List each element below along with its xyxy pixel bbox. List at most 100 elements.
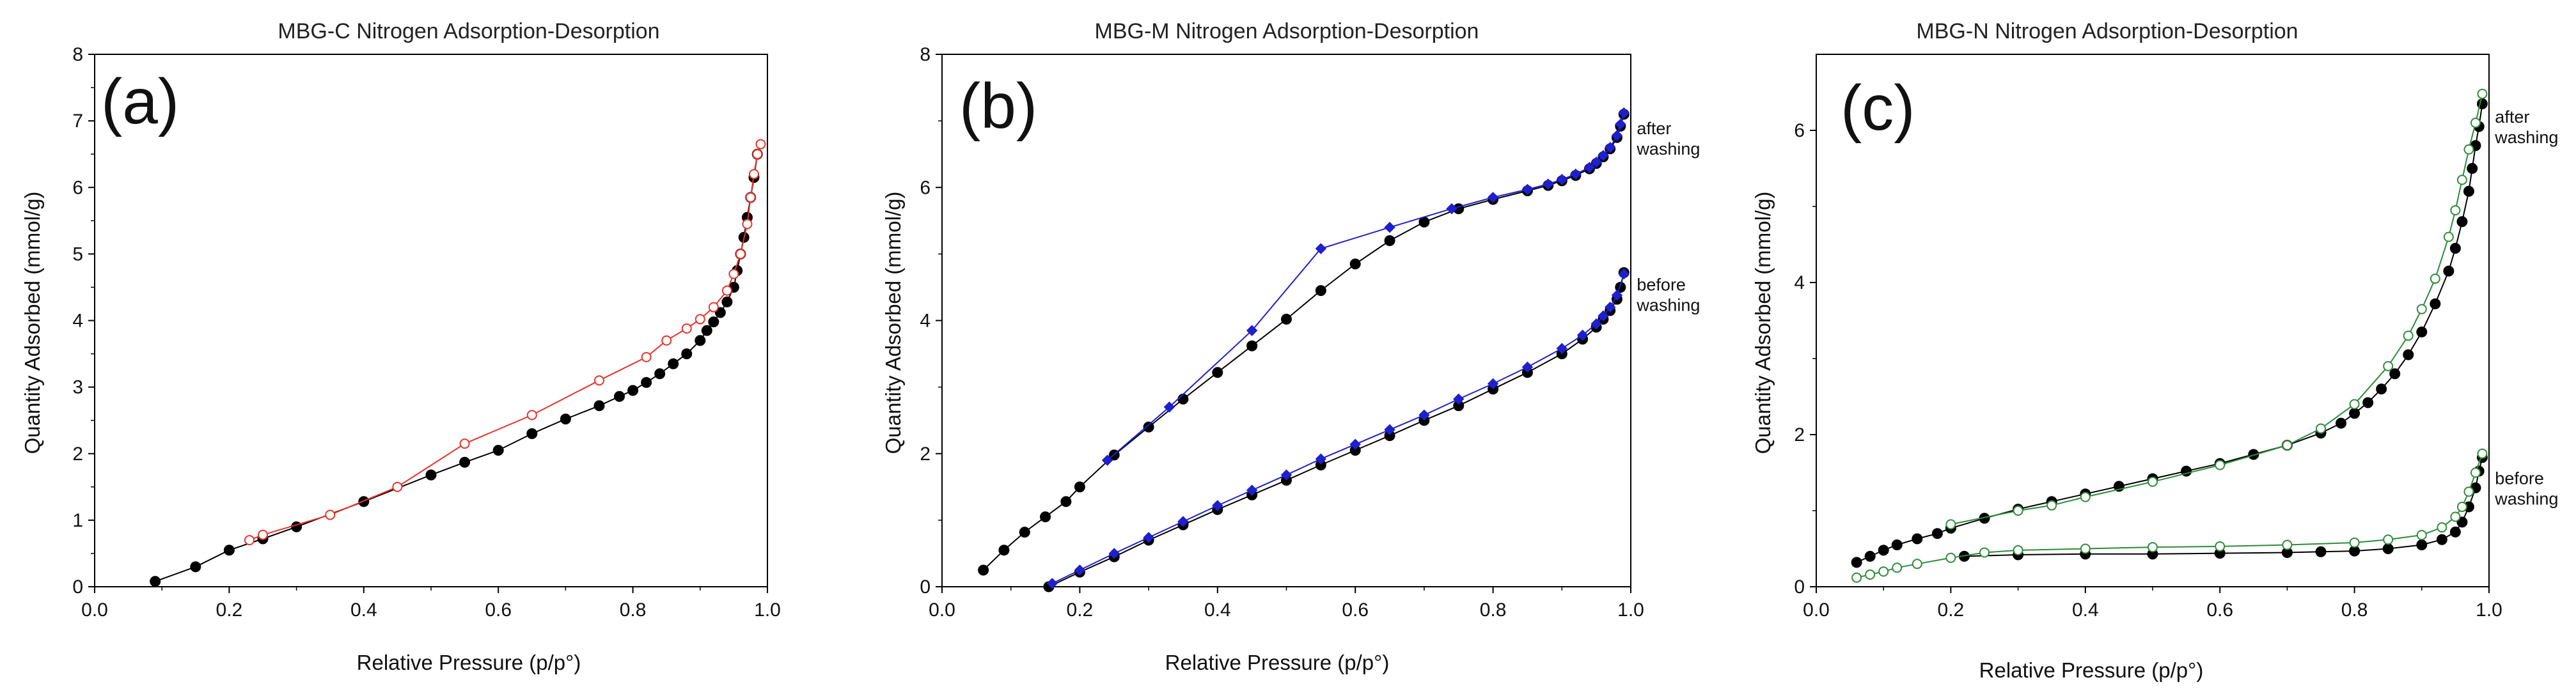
panel-b-series-3-point — [1543, 178, 1554, 190]
panel-c-series-3-point — [2013, 506, 2023, 516]
panel-b-data — [978, 107, 1630, 592]
panel-b-series-1-point — [1521, 361, 1534, 373]
panel-c-ytick-label: 6 — [1794, 120, 1805, 141]
panel-b-series-3-point — [1246, 325, 1258, 336]
panel-c-series-0-point — [2416, 539, 2428, 551]
panel-b-xlabel: Relative Pressure (p/p°) — [1165, 651, 1390, 674]
panel-c-series-2-point — [1931, 528, 1943, 539]
panel-b-series-2-point — [1349, 258, 1361, 270]
panel-c-series-1-point — [1979, 547, 1990, 558]
panel-b-series-1-point — [1487, 378, 1499, 390]
panel-b-series-1-point — [1046, 578, 1058, 589]
panel-a-ytick-label: 8 — [72, 44, 83, 65]
panel-c-series-3-point — [2046, 500, 2057, 511]
panel-b-series-3-point — [1583, 162, 1596, 173]
panel-b: MBG-M Nitrogen Adsorption-Desorption (b)… — [881, 19, 1700, 674]
panel-a-series-1-point — [325, 509, 336, 520]
panel-c-xtick-label: 0.6 — [2206, 600, 2233, 621]
panel-a-series-1-point — [641, 352, 652, 362]
panel-b-series-1-point — [1576, 329, 1589, 341]
panel-a-series-0-point — [654, 368, 666, 380]
panel-c-title: MBG-N Nitrogen Adsorption-Desorption — [1916, 19, 2298, 43]
panel-c-series-3-point — [2148, 476, 2158, 487]
panel-c-series-3-point — [2443, 231, 2454, 242]
panel-b-ytick-label: 0 — [920, 577, 931, 598]
panel-b-series-2-point — [978, 564, 989, 576]
panel-a-series-1-point — [661, 335, 672, 346]
panel-c-xtick-label: 1.0 — [2476, 600, 2502, 621]
panel-c-series-0-point — [2315, 546, 2327, 557]
panel-a-xtick-label: 1.0 — [754, 600, 781, 621]
panel-c-series-1-point — [1945, 552, 1956, 563]
panel-a-series-0-point — [695, 335, 706, 346]
panel-a-series-1-point — [708, 302, 719, 313]
panel-b-series-3-point — [1590, 156, 1602, 168]
panel-a-data — [150, 139, 766, 587]
panel-b-series-2-point — [1281, 313, 1292, 325]
panel-b-series-3-point — [1611, 130, 1623, 141]
panel-c-series-1-point — [2383, 534, 2394, 545]
panel-b-series-2-point — [1177, 393, 1189, 405]
panel-c-series-1-point — [2215, 541, 2226, 552]
panel-b-series-2-point — [1384, 235, 1395, 247]
panel-a-series-1-point — [721, 285, 732, 296]
panel-c-series-1-point — [2456, 502, 2467, 513]
panel-a-series-0-point — [668, 358, 679, 369]
panel-c-series-1-point — [2349, 537, 2360, 548]
panel-a-series-1-point — [594, 375, 604, 386]
panel-c-annotation-before-line1: before — [2495, 468, 2544, 488]
panel-b-series-3-point — [1570, 168, 1582, 180]
panel-c-ytick-label: 0 — [1794, 577, 1805, 598]
panel-b-ylabel: Quantity Adsorbed (mmol/g) — [881, 192, 905, 454]
panel-b-series-2-point — [1212, 367, 1223, 378]
panel-c-series-1-point — [2470, 467, 2481, 478]
panel-c-series-2-point — [1851, 557, 1862, 568]
panel-b-series-1-point — [1315, 453, 1327, 465]
panel-b-series-3-point — [1101, 454, 1113, 466]
panel-c-annotation-after-line1: after — [2495, 107, 2529, 127]
panel-b-series-2-point — [1040, 511, 1051, 523]
panel-c-series-1-point — [2463, 486, 2474, 497]
panel-a-series-1-point — [755, 139, 766, 150]
panel-b-series-3-point — [1384, 222, 1395, 233]
panel-c-series-3-point — [2215, 460, 2226, 470]
panel-a-series-0-point — [492, 445, 504, 456]
panel-c-series-1-point — [2080, 543, 2091, 554]
panel-b-annotation-after-line1: after — [1637, 119, 1671, 138]
panel-a-series-0-point — [150, 576, 161, 587]
panel-c-series-3-point — [2282, 440, 2293, 451]
panel-b-series-3-point — [1521, 183, 1534, 196]
panel-c-series-3-point — [2450, 205, 2461, 215]
panel-b-series-1-point — [1453, 393, 1465, 405]
panel-b-series-2-point — [1060, 496, 1072, 507]
panel-a-series-1-point — [735, 249, 746, 259]
panel-a-series-0-point — [681, 348, 693, 360]
panel-c-ylabel: Quantity Adsorbed (mmol/g) — [1751, 192, 1775, 454]
panel-b-series-1-point — [1349, 438, 1361, 450]
panel-c-annotation-before-line2: washing — [2494, 489, 2558, 508]
panel-c-series-2-point — [2362, 397, 2374, 408]
panel-b-title: MBG-M Nitrogen Adsorption-Desorption — [1095, 19, 1479, 43]
panel-c-series-1-point — [2148, 542, 2158, 553]
panel-a-series-1-point — [728, 268, 739, 279]
panel-c-series-1-point — [2282, 539, 2293, 550]
panel-a-series-1-point — [459, 438, 470, 449]
panel-b-ytick-label: 4 — [920, 311, 931, 332]
panel-c-series-1-point — [1865, 569, 1876, 580]
panel-c-series-2-point — [2376, 383, 2387, 395]
panel-c-series-2-point — [1891, 539, 1903, 551]
panel-b-xtick-label: 0.0 — [929, 600, 955, 621]
panel-a-ytick-label: 0 — [72, 577, 83, 598]
panel-c-ytick-label: 2 — [1794, 424, 1805, 445]
panel-c-series-1-point — [2477, 448, 2488, 459]
panel-c-series-3-point — [2416, 304, 2427, 314]
panel-b-series-2-point — [1019, 527, 1030, 538]
panel-a-series-0-point — [526, 428, 538, 440]
panel-c-series-1-point — [2450, 511, 2461, 522]
panel-b-series-1-point — [1074, 564, 1086, 576]
panel-c-series-3-point — [1945, 519, 1956, 530]
panel-c-series-2-point — [2349, 408, 2360, 419]
panel-a-series-1-point — [745, 192, 756, 203]
panel-a-series-0-point — [425, 469, 437, 481]
